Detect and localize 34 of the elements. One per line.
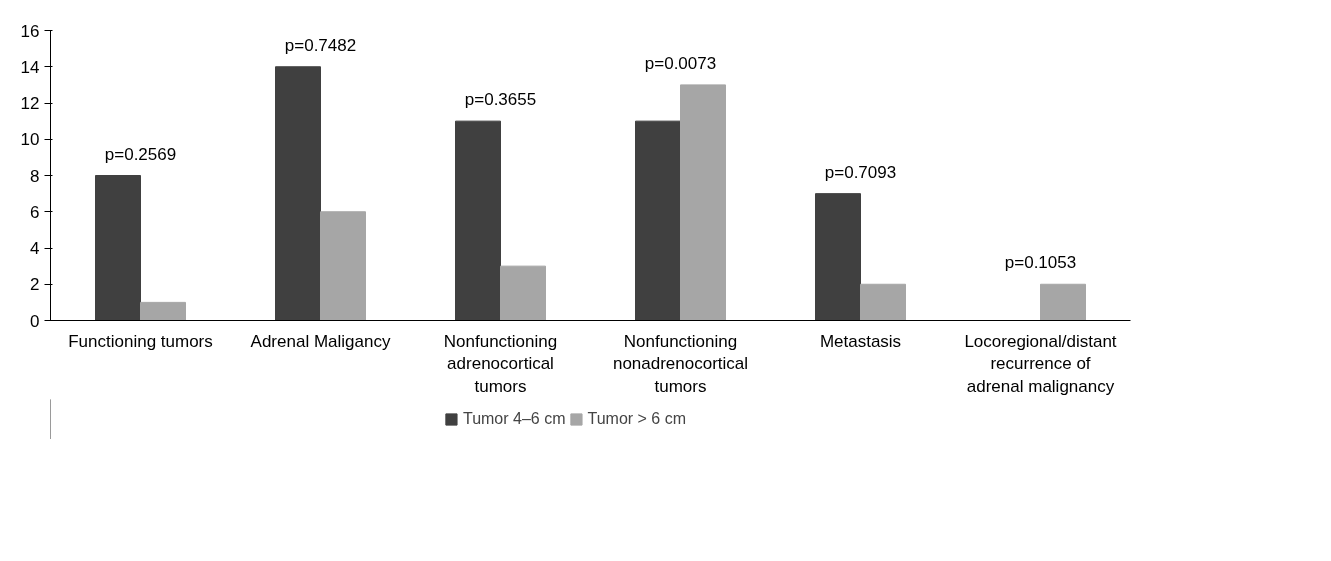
bar: [635, 120, 681, 321]
y-tick-label: 12: [20, 94, 40, 113]
bar: [95, 175, 141, 321]
bar: [275, 66, 321, 321]
x-tick-label: Functioning tumors: [68, 331, 213, 351]
x-tick-label: Metastasis: [819, 331, 902, 351]
x-tick-label: Nonfunctioning nonadrenocortical tumors: [612, 331, 749, 397]
bar: [140, 301, 186, 321]
y-tick-label: 0: [30, 311, 40, 331]
annotation: p=0.7482: [284, 35, 357, 55]
legend-label: Tumor > 6 cm: [587, 410, 687, 428]
bar: [455, 120, 501, 321]
y-tick-label: 6: [30, 202, 40, 222]
annotation: p=0.0073: [644, 53, 717, 73]
annotation: p=0.2569: [104, 144, 177, 164]
x-tick-label: Locoregional/distant recurrence of adrenal malignancy: [964, 331, 1117, 397]
annotation: p=0.1053: [1004, 253, 1077, 273]
bar: [815, 193, 861, 321]
y-tick-label: 8: [30, 166, 40, 186]
bar: [1040, 283, 1086, 321]
bar: [500, 265, 546, 321]
bar: [680, 84, 726, 321]
y-tick-label: 2: [30, 275, 40, 295]
annotation: p=0.3655: [464, 90, 537, 110]
y-tick-label: 14: [20, 57, 40, 77]
annotation: p=0.7093: [824, 162, 897, 182]
x-tick-label: Nonfunctioning adrenocortical tumors: [443, 331, 558, 397]
legend-label: Tumor 4–6 cm: [462, 410, 566, 428]
y-tick-label: 16: [20, 21, 40, 41]
y-tick-label: 4: [30, 239, 40, 258]
bar: [320, 211, 366, 321]
x-tick-label: Adrenal Maligancy: [250, 331, 391, 351]
y-tick-label: 10: [20, 130, 40, 150]
bar: [860, 283, 906, 321]
